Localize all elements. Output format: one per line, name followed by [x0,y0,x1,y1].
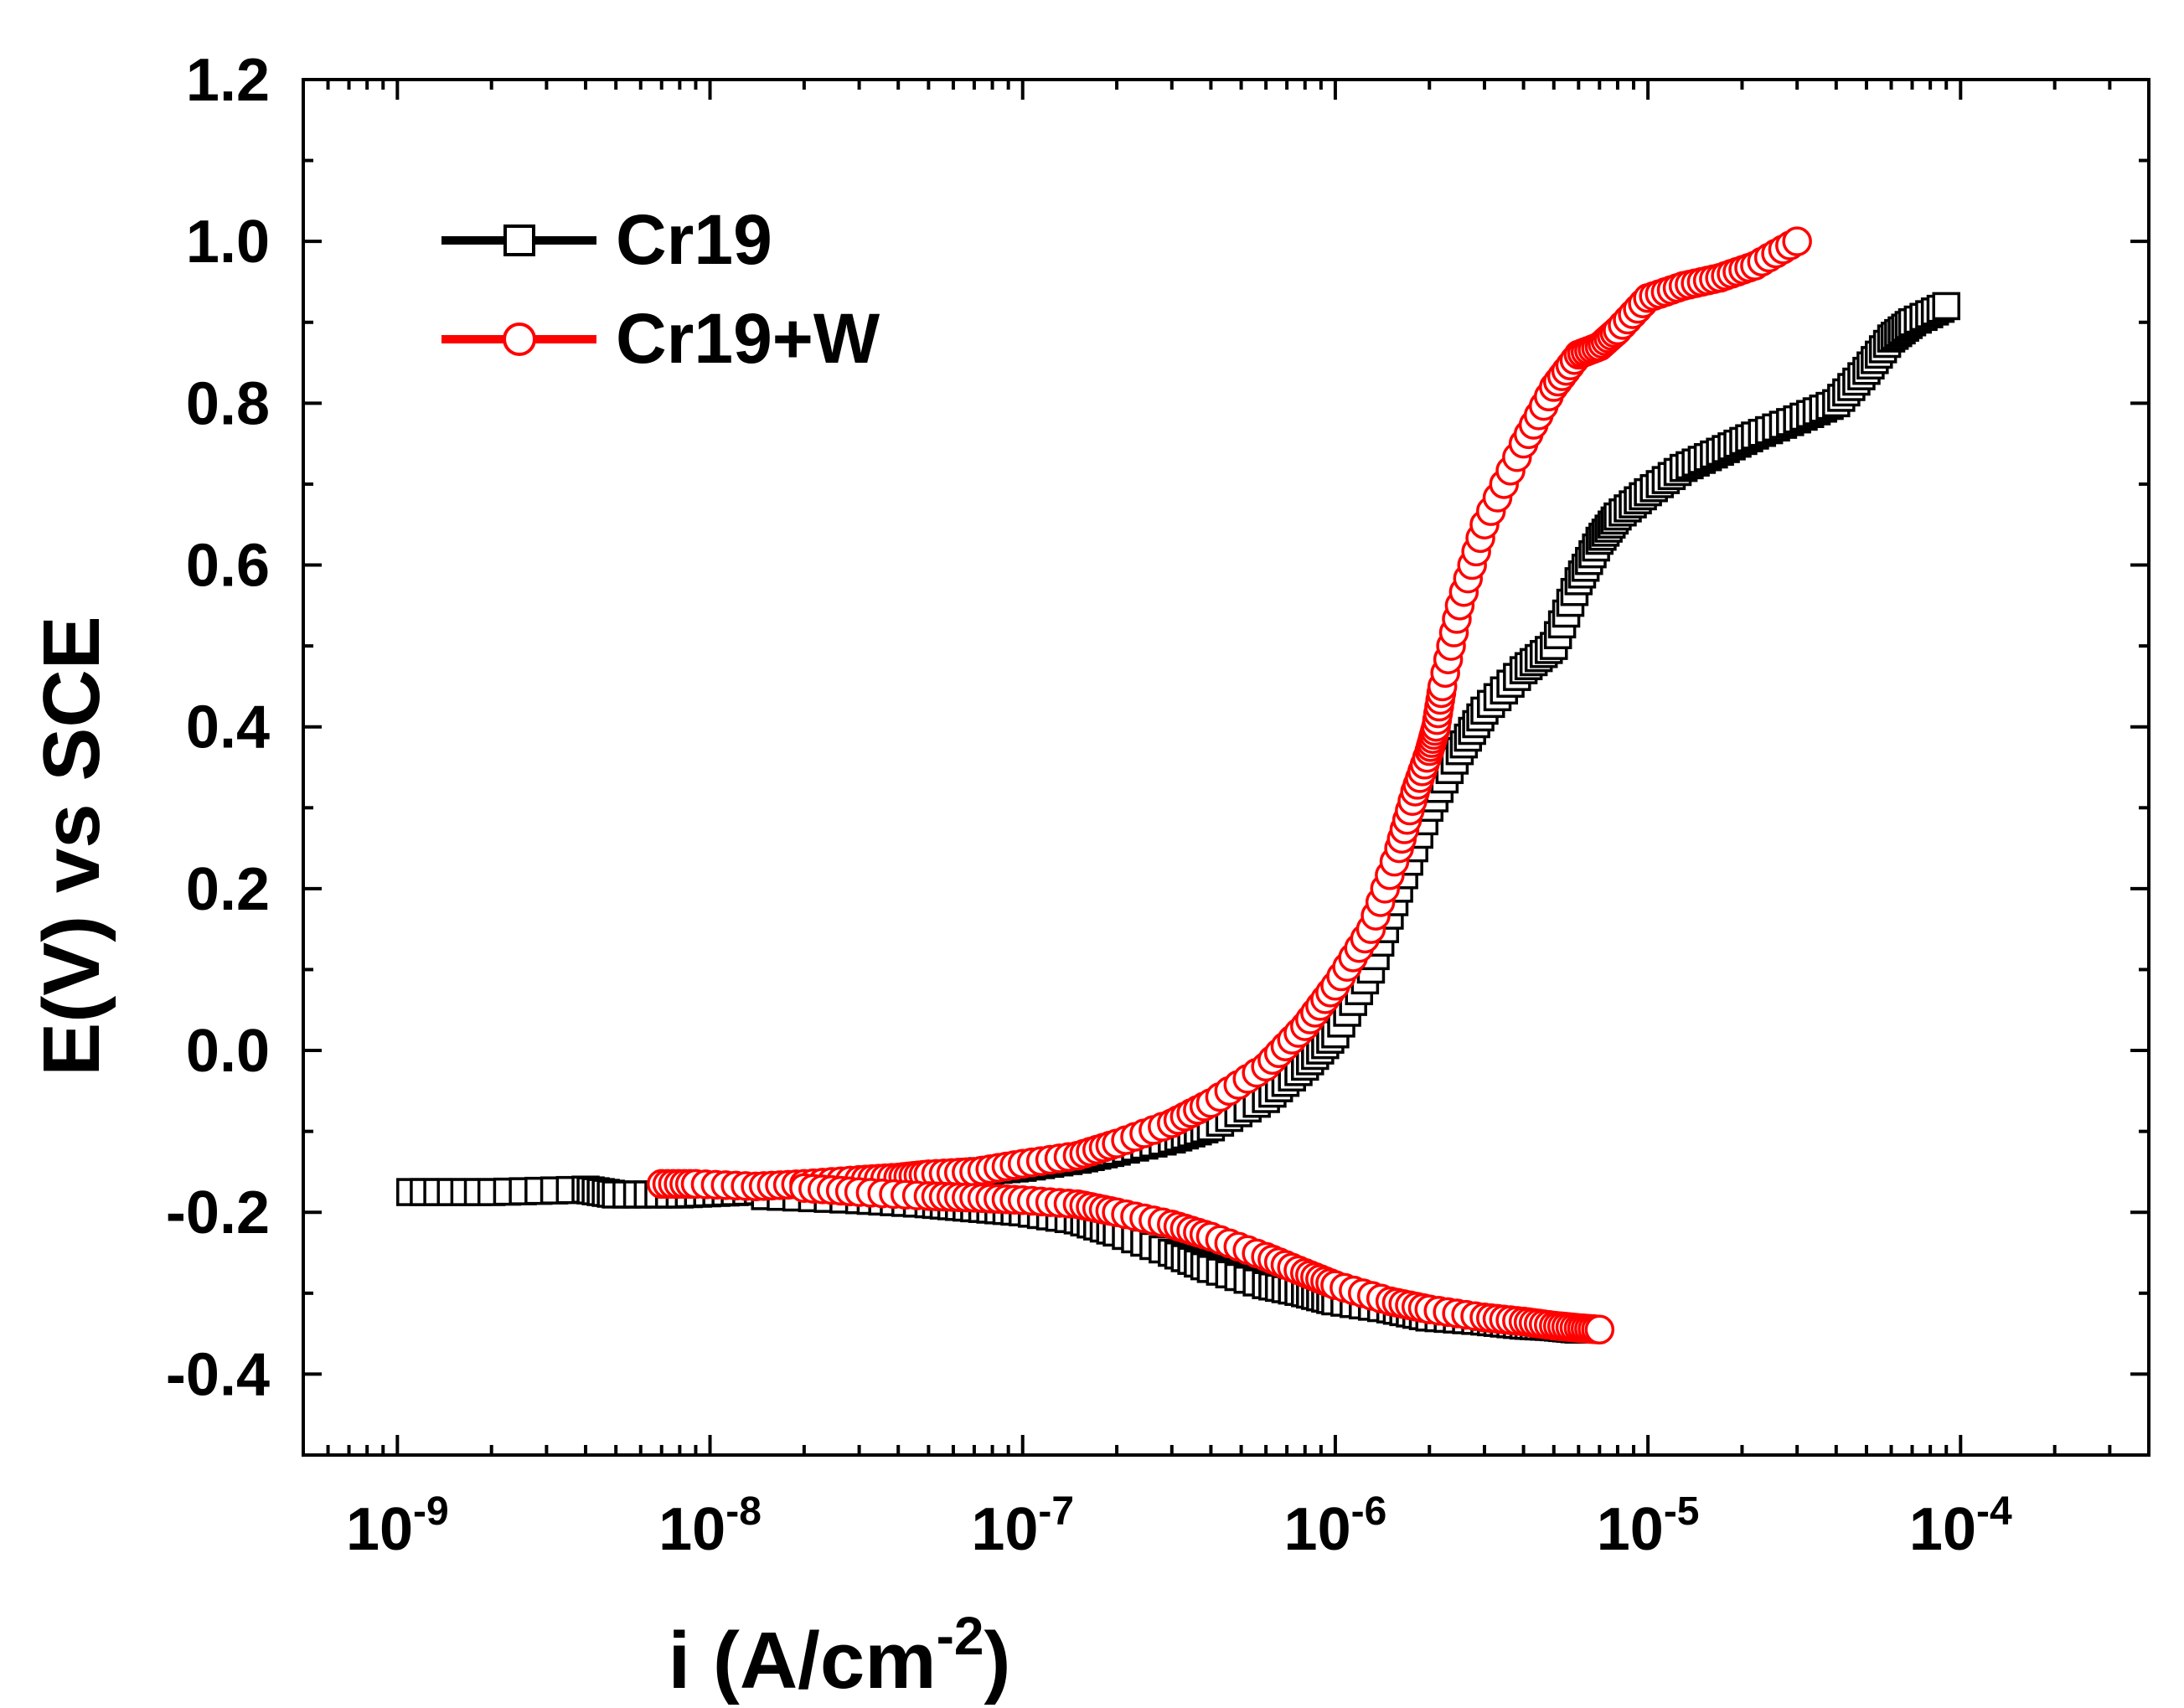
y-tick-label: 0.0 [186,1018,270,1085]
y-tick-label: 1.2 [186,47,270,114]
series-cr19w [646,226,1812,1345]
x-tick-exponent: -9 [413,1489,449,1534]
x-tick-label: 10-6 [1284,1489,1387,1563]
x-tick-exponent: -5 [1664,1489,1700,1534]
y-tick-label: -0.4 [166,1341,270,1408]
x-axis-title: i (A/cm-2) [669,1606,1011,1705]
x-tick-exponent: -8 [725,1489,762,1534]
data-point-circle [1584,1314,1615,1345]
legend: Cr19 Cr19+W [441,200,880,378]
y-tick-label: 0.8 [186,370,270,437]
x-tick-base: 10 [346,1496,413,1563]
x-tick-exponent: -7 [1038,1489,1074,1534]
axes-layer [302,78,2150,1457]
y-tick-label: 0.6 [186,533,270,600]
plot-frame [302,78,2150,1457]
x-tick-base: 10 [1909,1496,1976,1563]
x-tick-base: 10 [971,1496,1038,1563]
x-tick-base: 10 [1597,1496,1664,1563]
series-line-anodic [661,238,1799,1190]
y-tick-label: 1.0 [186,209,270,276]
legend-label-cr19w: Cr19+W [616,299,880,378]
series-cr19 [396,292,1960,1344]
y-tick-label: 0.2 [186,856,270,923]
legend-marker-square [503,224,535,256]
y-tick-label: -0.2 [166,1179,270,1246]
series-layer [396,226,1960,1345]
y-tick-label: 0.4 [186,694,270,761]
x-tick-label: 10-4 [1909,1489,2012,1563]
x-tick-base: 10 [1284,1496,1351,1563]
x-tick-exponent: -6 [1351,1489,1387,1534]
data-point-square [1932,292,1960,321]
data-point-circle [1782,226,1812,256]
x-axis-title-main: i (A/cm [669,1616,937,1705]
x-tick-label: 10-7 [971,1489,1074,1563]
x-axis-title-close: ) [984,1616,1011,1705]
x-tick-label: 10-9 [346,1489,449,1563]
x-tick-base: 10 [658,1496,725,1563]
x-tick-label: 10-5 [1597,1489,1700,1563]
x-tick-label: 10-8 [658,1489,762,1563]
legend-marker-circle [503,323,536,356]
legend-entry-cr19: Cr19 [441,200,772,279]
y-axis-title: E(V) vs SCE [27,616,116,1076]
x-tick-exponent: -4 [1976,1489,2012,1534]
legend-entry-cr19w: Cr19+W [441,299,880,378]
ticks-layer: 1.21.00.80.60.40.20.0-0.2-0.410-9 10-8 10-… [166,47,2150,1563]
legend-label-cr19: Cr19 [616,200,772,279]
x-axis-title-sup: -2 [937,1606,984,1666]
